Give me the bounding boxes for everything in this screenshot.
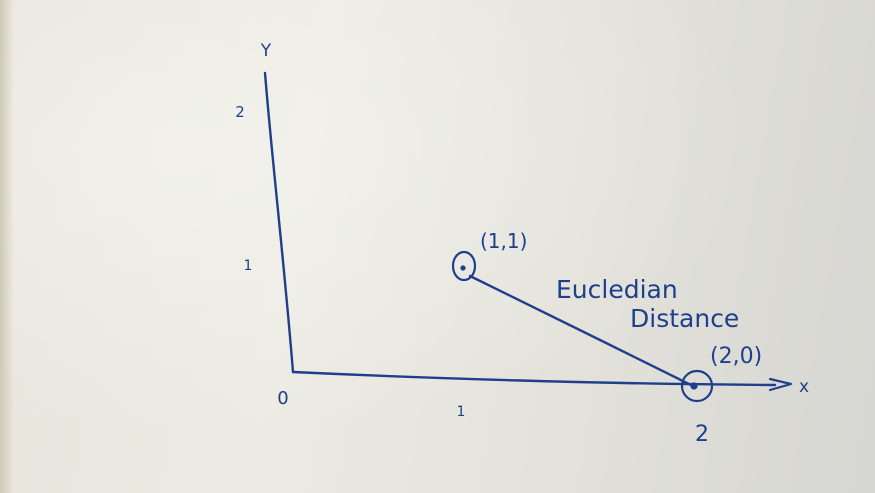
point-2-0-marker [680,369,714,403]
y-axis-label: Y [260,41,272,61]
x-tick-label-2: 2 [695,422,709,447]
x-tick-label-1: 1 [457,404,466,420]
y-tick-label-1: 1 [244,258,253,274]
x-axis-label: x [799,377,809,397]
x-axis-arrow-icon [768,377,793,392]
paper-edge-shadow [0,0,14,493]
point-1-1-label: (1,1) [480,229,527,253]
distance-line [468,274,695,388]
annotation-line-2: Distance [630,304,739,333]
point-2-0-label: (2,0) [710,344,762,369]
annotation-line-1: Eucledian [556,275,678,304]
x-axis-line [291,370,777,387]
point-1-1-marker [451,250,477,282]
y-tick-label-2: 2 [235,103,245,121]
y-axis-line [263,71,295,374]
origin-label: 0 [277,388,288,409]
